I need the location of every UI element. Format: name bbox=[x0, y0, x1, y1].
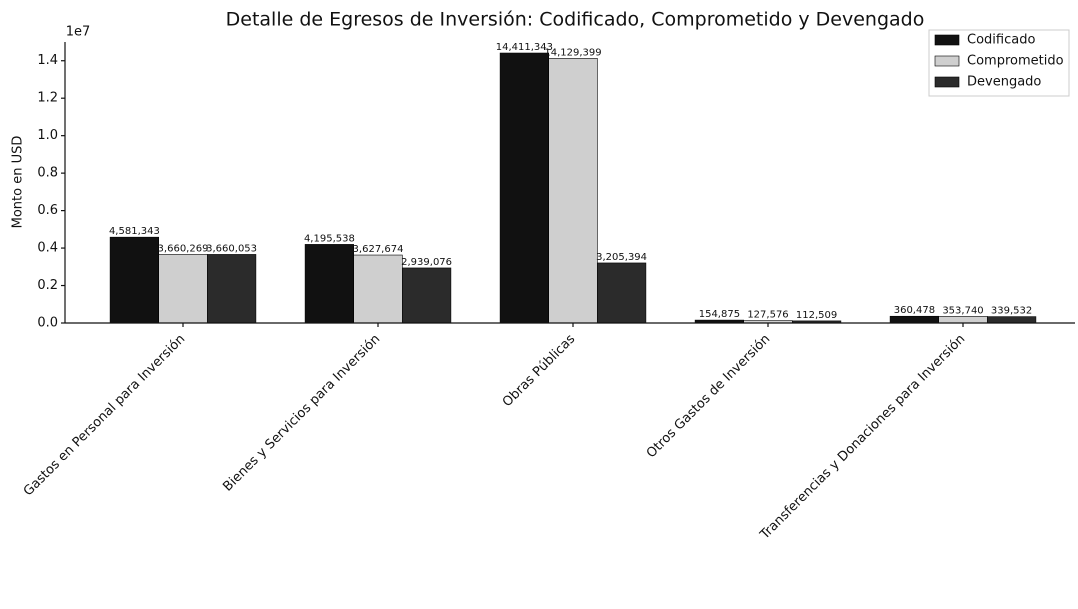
chart-title: Detalle de Egresos de Inversión: Codific… bbox=[226, 9, 925, 31]
y-tick-label: 0.8 bbox=[37, 166, 58, 181]
x-tick-label: Bienes y Servicios para Inversión bbox=[220, 332, 383, 495]
y-tick-label: 0.4 bbox=[37, 241, 58, 256]
value-label: 112,509 bbox=[796, 310, 837, 321]
legend-label: Devengado bbox=[967, 75, 1041, 90]
bar bbox=[353, 254, 403, 324]
bar bbox=[109, 236, 159, 324]
value-label: 127,576 bbox=[747, 310, 788, 321]
value-label: 3,660,053 bbox=[206, 243, 257, 254]
x-tick-label: Gastos en Personal para Inversión bbox=[21, 332, 189, 500]
x-tick-label: Transferencias y Donaciones para Inversi… bbox=[757, 332, 968, 543]
y-tick-label: 1.4 bbox=[37, 53, 58, 68]
value-label: 3,627,674 bbox=[353, 244, 404, 255]
bar bbox=[499, 52, 550, 324]
bar bbox=[158, 254, 208, 324]
bar bbox=[889, 315, 939, 324]
y-tick-label: 1.2 bbox=[37, 91, 58, 106]
legend-swatch bbox=[934, 55, 960, 67]
value-label: 14,129,399 bbox=[544, 47, 601, 58]
legend-swatch bbox=[934, 34, 960, 46]
value-label: 360,478 bbox=[894, 305, 935, 316]
value-label: 3,660,269 bbox=[158, 243, 209, 254]
y-tick-label: 0.6 bbox=[37, 203, 58, 218]
legend-swatch bbox=[934, 76, 960, 88]
value-label: 154,875 bbox=[699, 309, 740, 320]
y-axis-label: Monto en USD bbox=[11, 136, 26, 229]
y-tick-label: 0.0 bbox=[37, 316, 58, 331]
value-label: 3,205,394 bbox=[596, 252, 647, 263]
value-label: 2,939,076 bbox=[401, 257, 452, 268]
y-offset-label: 1e7 bbox=[66, 25, 91, 40]
bar bbox=[596, 262, 647, 324]
bar bbox=[401, 267, 452, 324]
x-tick-label: Otros Gastos de Inversión bbox=[644, 332, 773, 461]
x-tick-label: Obras Públicas bbox=[500, 332, 579, 411]
legend-label: Codificado bbox=[967, 33, 1035, 48]
bar bbox=[938, 316, 988, 324]
value-label: 4,581,343 bbox=[109, 226, 160, 237]
legend-label: Comprometido bbox=[967, 54, 1064, 69]
y-tick-label: 1.0 bbox=[37, 128, 58, 143]
value-label: 353,740 bbox=[942, 305, 983, 316]
bar bbox=[304, 244, 355, 324]
value-label: 339,532 bbox=[991, 306, 1032, 317]
bar bbox=[207, 254, 257, 324]
y-tick-label: 0.2 bbox=[37, 278, 58, 293]
value-label: 4,195,538 bbox=[304, 233, 355, 244]
value-label: 14,411,343 bbox=[496, 42, 553, 53]
bar bbox=[986, 316, 1037, 324]
bar bbox=[548, 58, 598, 324]
